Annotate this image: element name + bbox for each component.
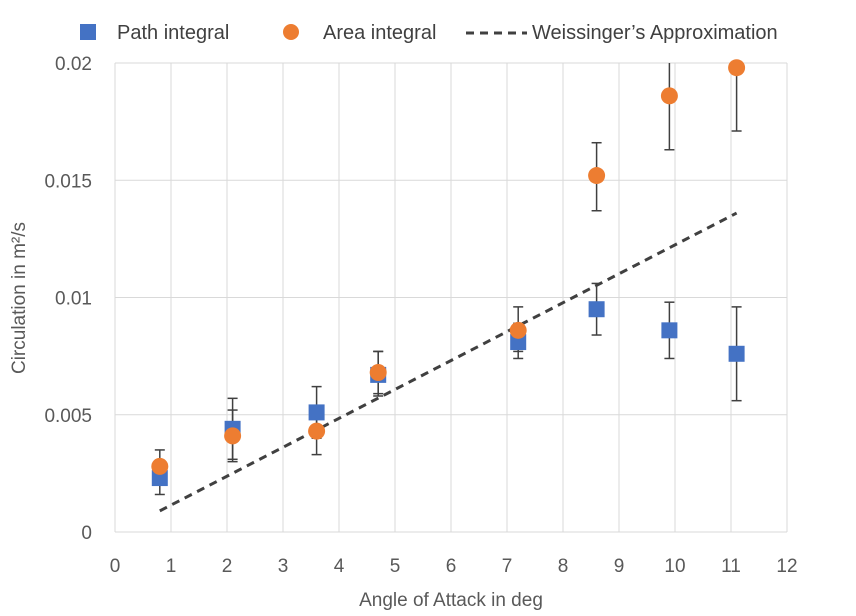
data-markers bbox=[151, 59, 746, 487]
x-tick-label: 3 bbox=[278, 556, 289, 577]
area-integral-point bbox=[151, 457, 169, 475]
area-integral-point bbox=[660, 87, 678, 105]
x-tick-label: 0 bbox=[110, 556, 121, 577]
x-tick-label: 1 bbox=[166, 556, 177, 577]
legend-path-integral-label: Path integral bbox=[117, 22, 229, 44]
legend-weissinger-label: Weissinger’s Approximation bbox=[532, 22, 778, 44]
legend-area-integral-label: Area integral bbox=[323, 22, 436, 44]
y-tick-label: 0.015 bbox=[44, 171, 92, 192]
path-integral-point bbox=[661, 322, 678, 339]
path-integral-point bbox=[510, 334, 527, 351]
path-integral-point bbox=[728, 345, 745, 362]
x-tick-label: 6 bbox=[446, 556, 457, 577]
y-tick-label: 0 bbox=[81, 523, 92, 544]
grid bbox=[114, 62, 788, 533]
path-integral-point bbox=[151, 470, 168, 487]
y-tick-label: 0.005 bbox=[44, 406, 92, 427]
x-tick-label: 7 bbox=[502, 556, 513, 577]
area-integral-point bbox=[308, 422, 326, 440]
y-tick-label: 0.01 bbox=[55, 289, 92, 310]
legend-path-integral-marker bbox=[80, 24, 96, 40]
x-tick-label: 10 bbox=[664, 556, 685, 577]
x-tick-label: 4 bbox=[334, 556, 345, 577]
approximation-line-layer bbox=[159, 211, 738, 513]
y-axis-title: Circulation in m²/s bbox=[9, 222, 30, 374]
x-tick-label: 9 bbox=[614, 556, 625, 577]
legend: Path integral Area integral Weissinger’s… bbox=[80, 22, 778, 44]
area-integral-point bbox=[224, 427, 242, 445]
x-tick-label: 5 bbox=[390, 556, 401, 577]
error-bars bbox=[154, 63, 742, 496]
path-integral-point bbox=[308, 404, 325, 421]
legend-area-integral-marker bbox=[283, 24, 299, 40]
x-tick-label: 11 bbox=[721, 556, 741, 577]
y-tick-label: 0.02 bbox=[55, 54, 92, 75]
weissinger-approximation-line bbox=[159, 211, 738, 513]
area-integral-point bbox=[728, 59, 746, 77]
x-tick-label: 8 bbox=[558, 556, 569, 577]
x-tick-label: 2 bbox=[222, 556, 233, 577]
x-axis-title: Angle of Attack in deg bbox=[359, 590, 543, 611]
x-tick-label: 12 bbox=[776, 556, 797, 577]
area-integral-point bbox=[509, 321, 527, 339]
path-integral-point bbox=[588, 301, 605, 318]
area-integral-point bbox=[369, 364, 387, 382]
area-integral-point bbox=[588, 167, 606, 185]
